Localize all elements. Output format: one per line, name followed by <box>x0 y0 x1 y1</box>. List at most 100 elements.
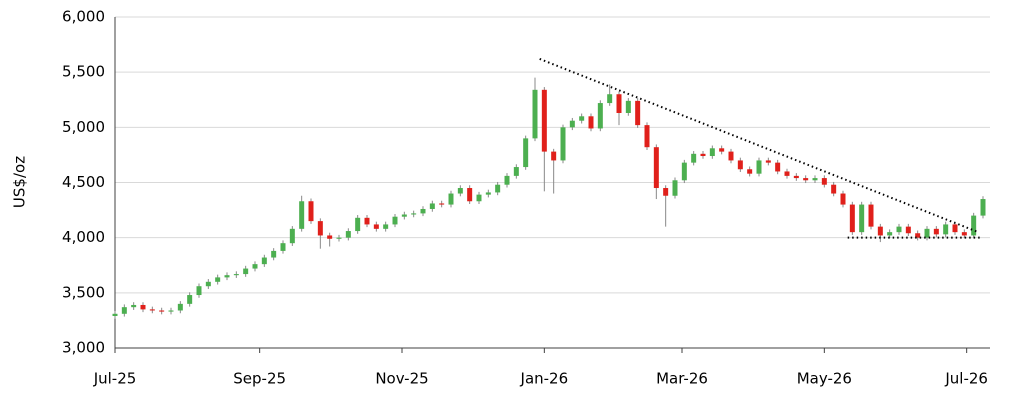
candle-body <box>168 310 174 312</box>
candle-body <box>616 94 622 113</box>
candle-body <box>560 127 566 161</box>
candle-body <box>289 228 295 244</box>
candle-body <box>308 201 314 222</box>
candle-body <box>877 226 883 236</box>
candle-body <box>551 151 557 161</box>
candle-body <box>775 162 781 172</box>
x-tick-label: Mar-26 <box>656 370 708 388</box>
candle-body <box>411 213 417 215</box>
candle-body <box>373 224 379 229</box>
candle-body <box>635 100 641 126</box>
candle-body <box>233 274 239 276</box>
x-tick-label: Jan-26 <box>520 370 569 388</box>
y-tick-label: 5,500 <box>62 63 105 81</box>
candle-body <box>383 224 389 229</box>
y-tick-label: 5,000 <box>62 118 105 136</box>
candle-body <box>588 116 594 129</box>
candle-body <box>887 232 893 236</box>
candle-body <box>821 178 827 185</box>
candle-body <box>215 277 221 282</box>
y-tick-label: 6,000 <box>62 8 105 26</box>
candle-body <box>112 313 118 317</box>
candle-body <box>420 208 426 214</box>
candle-body <box>121 307 127 314</box>
candle-body <box>224 275 230 278</box>
candle-body <box>364 217 370 225</box>
x-tick-label: Sep-25 <box>233 370 286 388</box>
candle-body <box>924 228 930 238</box>
candle-body <box>765 160 771 163</box>
candle-body <box>280 243 286 251</box>
candle-body <box>747 169 753 174</box>
candle-body <box>980 199 986 216</box>
candle-body <box>933 228 939 235</box>
candle-body <box>700 153 706 157</box>
candle-body <box>392 216 398 225</box>
y-tick-label: 4,500 <box>62 173 105 191</box>
candle-body <box>812 178 818 181</box>
candle-body <box>719 148 725 152</box>
y-axis-label: US$/oz <box>11 156 29 208</box>
candle-body <box>691 153 697 163</box>
candle-body <box>859 204 865 233</box>
candle-body <box>597 103 603 129</box>
y-tick-label: 4,000 <box>62 228 105 246</box>
candle-body <box>355 217 361 232</box>
candle-body <box>849 204 855 233</box>
x-tick-label: May-26 <box>797 370 852 388</box>
candle-body <box>971 215 977 236</box>
candle-body <box>131 304 137 308</box>
candle-body <box>327 235 333 239</box>
candle-body <box>271 250 277 258</box>
candle-body <box>504 175 510 185</box>
candle-body <box>476 194 482 202</box>
candle-body <box>485 192 491 195</box>
candle-body <box>345 231 351 238</box>
candle-body <box>672 180 678 196</box>
candle-body <box>317 221 323 236</box>
candle-body <box>625 100 631 113</box>
candle-body <box>523 138 529 168</box>
candle-body <box>457 188 463 194</box>
candle-body <box>243 268 249 275</box>
candle-body <box>653 147 659 189</box>
candle-body <box>177 303 183 311</box>
candle-body <box>579 116 585 121</box>
candle-body <box>159 310 165 312</box>
candle-body <box>607 94 613 104</box>
candle-body <box>299 201 305 229</box>
candle-body <box>252 264 258 269</box>
candle-body <box>663 188 669 196</box>
candle-body <box>448 193 454 205</box>
candle-body <box>541 89 547 152</box>
candle-body <box>495 184 501 193</box>
candle-body <box>569 120 575 128</box>
x-tick-label: Nov-25 <box>375 370 428 388</box>
candle-body <box>336 237 342 239</box>
candle-body <box>793 175 799 179</box>
candle-body <box>149 309 155 311</box>
candle-body <box>961 232 967 236</box>
trend-line <box>539 57 979 234</box>
candle-body <box>756 160 762 174</box>
candle-body <box>896 226 902 233</box>
candle-body <box>784 171 790 176</box>
candle-body <box>681 162 687 181</box>
y-tick-label: 3,000 <box>62 339 105 357</box>
candle-body <box>187 295 193 304</box>
candle-body <box>467 188 473 202</box>
candle-body <box>205 281 211 287</box>
candle-body <box>868 204 874 227</box>
candle-body <box>644 125 650 148</box>
candle-body <box>943 224 949 235</box>
candle-body <box>840 193 846 205</box>
candle-body <box>513 167 519 176</box>
candle-body <box>905 226 911 234</box>
candle-body <box>803 178 809 181</box>
y-tick-label: 3,500 <box>62 283 105 301</box>
candle-body <box>709 148 715 157</box>
x-tick-label: Jul-25 <box>93 370 137 388</box>
candle-body <box>532 89 538 139</box>
